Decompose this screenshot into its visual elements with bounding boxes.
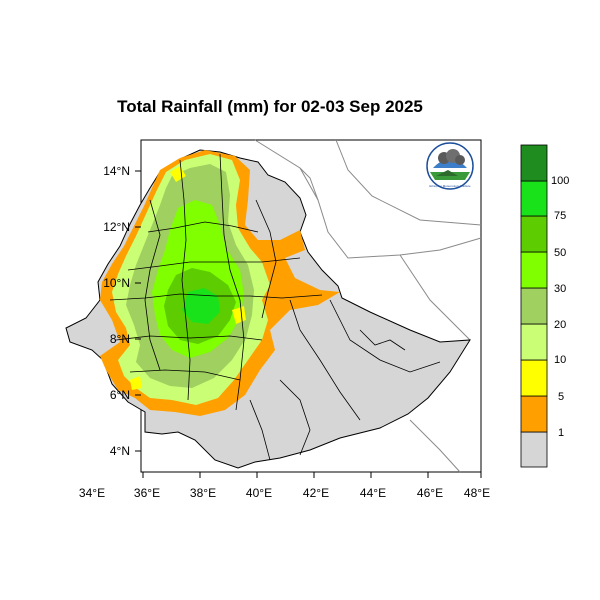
legend-colorbar xyxy=(520,144,548,468)
legend-swatch xyxy=(520,180,548,217)
legend-label: 75 xyxy=(554,210,566,222)
y-tick-label: 8°N xyxy=(110,332,130,346)
y-tick-label: 4°N xyxy=(110,444,130,458)
legend-swatch xyxy=(520,323,548,361)
legend-swatch xyxy=(520,395,548,433)
x-tick-label: 40°E xyxy=(246,486,272,500)
x-tick-label: 42°E xyxy=(303,486,329,500)
legend-labels: 1 5 10 20 30 50 75 100 xyxy=(551,175,569,439)
legend-swatch xyxy=(520,251,548,289)
legend-label: 1 xyxy=(558,427,564,439)
logo-caption: Ethiopian Meteorology Institute xyxy=(429,184,471,188)
legend-swatch xyxy=(520,215,548,253)
legend-swatch xyxy=(520,359,548,397)
x-tick-label: 38°E xyxy=(190,486,216,500)
legend-swatch xyxy=(520,287,548,325)
legend-label: 5 xyxy=(558,391,564,403)
x-tick-label: 36°E xyxy=(134,486,160,500)
y-tick-label: 12°N xyxy=(103,220,130,234)
legend-label: 20 xyxy=(554,319,566,331)
x-tick-label: 34°E xyxy=(79,486,105,500)
y-tick-label: 14°N xyxy=(103,164,130,178)
legend-swatch xyxy=(520,144,548,182)
x-tick-label: 48°E xyxy=(464,486,490,500)
legend-label: 100 xyxy=(551,175,569,187)
admin-boundaries xyxy=(109,153,441,461)
y-tick-label: 10°N xyxy=(103,276,130,290)
map-title: Total Rainfall (mm) for 02-03 Sep 2025 xyxy=(117,97,423,116)
rain-zone-75-100 xyxy=(182,288,220,324)
legend-label: 50 xyxy=(554,247,566,259)
x-ticks xyxy=(142,472,482,478)
legend-swatch xyxy=(520,431,548,468)
y-tick-labels: 14°N 12°N 10°N 8°N 6°N 4°N xyxy=(103,164,130,458)
y-ticks xyxy=(135,170,141,452)
legend-label: 30 xyxy=(554,283,566,295)
neighbour-borders xyxy=(254,139,482,473)
x-tick-labels: 34°E 36°E 38°E 40°E 42°E 44°E 46°E 48°E xyxy=(79,486,490,500)
y-tick-label: 6°N xyxy=(110,388,130,402)
x-tick-label: 44°E xyxy=(360,486,386,500)
x-tick-label: 46°E xyxy=(417,486,443,500)
legend-label: 10 xyxy=(554,354,566,366)
institute-logo: Ethiopian Meteorology Institute xyxy=(426,142,474,190)
